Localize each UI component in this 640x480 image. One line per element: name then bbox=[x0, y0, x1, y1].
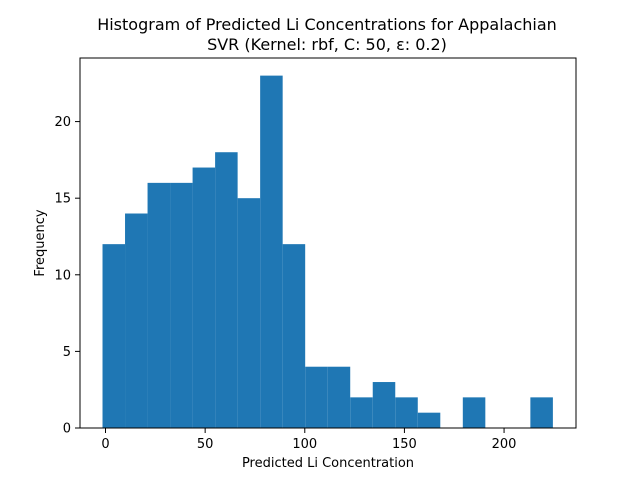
y-tick-label: 5 bbox=[63, 345, 71, 360]
x-tick-label: 150 bbox=[392, 437, 417, 452]
y-tick-label: 15 bbox=[54, 192, 71, 207]
x-axis-label: Predicted Li Concentration bbox=[242, 456, 414, 471]
histogram-bar-11 bbox=[350, 397, 373, 428]
y-tick-label: 0 bbox=[63, 422, 71, 437]
histogram-bar-9 bbox=[305, 366, 328, 428]
histogram-bar-4 bbox=[192, 167, 216, 429]
histogram-bar-8 bbox=[282, 244, 306, 428]
chart-title-line2: SVR (Kernel: rbf, C: 50, ε: 0.2) bbox=[207, 35, 447, 54]
y-tick-label: 10 bbox=[54, 268, 71, 283]
histogram-bar-16 bbox=[462, 397, 486, 428]
histogram-bar-14 bbox=[417, 412, 441, 428]
x-tick-label: 0 bbox=[101, 437, 109, 452]
chart-title-line1: Histogram of Predicted Li Concentrations… bbox=[97, 15, 557, 34]
x-tick-label: 50 bbox=[197, 437, 214, 452]
x-axis-ticks: 0 50 100 150 200 bbox=[101, 428, 516, 452]
histogram-bar-19 bbox=[530, 397, 553, 428]
plot-frame bbox=[79, 57, 577, 429]
histogram-bar-0 bbox=[102, 244, 126, 428]
x-tick-label: 200 bbox=[492, 437, 517, 452]
histogram-bar-10 bbox=[327, 366, 351, 428]
histogram-bar-7 bbox=[260, 75, 283, 428]
histogram-bar-5 bbox=[215, 152, 238, 428]
histogram-bar-1 bbox=[125, 213, 148, 428]
y-axis-ticks: 0 5 10 15 20 bbox=[54, 115, 80, 437]
histogram-bar-2 bbox=[147, 182, 171, 428]
y-axis-label: Frequency bbox=[33, 209, 48, 276]
x-tick-label: 100 bbox=[292, 437, 317, 452]
histogram-bar-6 bbox=[237, 198, 261, 428]
histogram-bar-3 bbox=[170, 182, 193, 428]
bars-group bbox=[102, 75, 553, 429]
histogram-bar-12 bbox=[372, 382, 396, 428]
y-tick-label: 20 bbox=[54, 115, 71, 130]
histogram-bar-13 bbox=[395, 397, 418, 428]
